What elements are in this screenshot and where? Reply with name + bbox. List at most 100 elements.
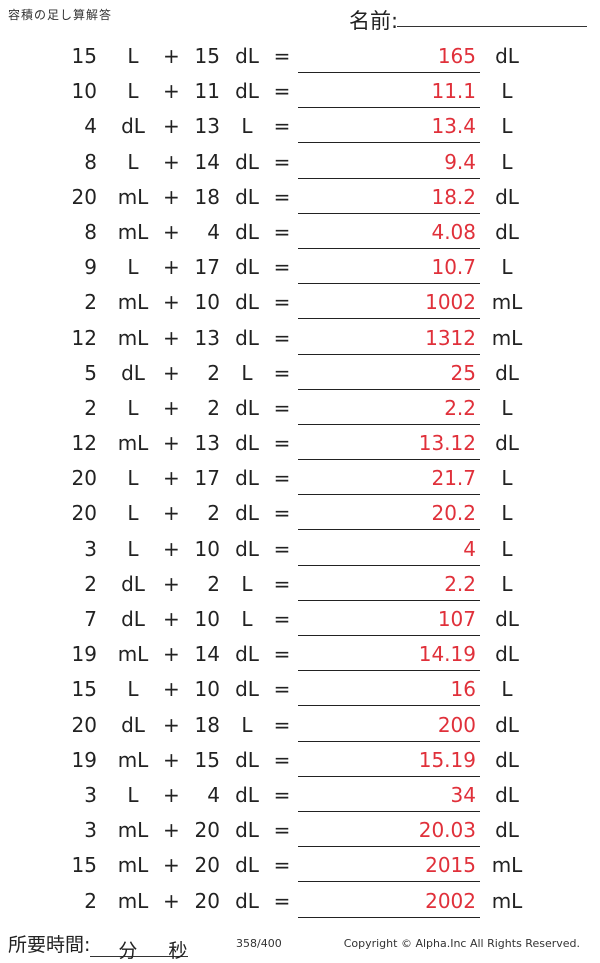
answer-line[interactable] xyxy=(298,881,480,883)
first-number: 19 xyxy=(71,747,97,772)
problem-row: 3 mL +20 dL = 20.03 dL xyxy=(0,814,600,849)
problem-row: 19 mL +15 dL = 15.19 dL xyxy=(0,744,600,779)
answer-line[interactable] xyxy=(298,212,480,214)
answer-line[interactable] xyxy=(298,810,480,812)
answer-unit: mL xyxy=(491,325,523,350)
second-unit: dL xyxy=(235,888,259,913)
answer-unit: dL xyxy=(495,431,519,456)
answer-unit: L xyxy=(501,466,513,491)
problem-row: 20 dL +18 L = 200 dL xyxy=(0,709,600,744)
answer-value: 2.2 xyxy=(444,395,476,420)
answer-unit: mL xyxy=(491,853,523,878)
answer-unit: dL xyxy=(495,818,519,843)
first-number: 19 xyxy=(71,642,97,667)
second-unit: dL xyxy=(235,536,259,561)
plus-sign: + xyxy=(163,255,180,280)
answer-line[interactable] xyxy=(298,353,480,355)
answer-line[interactable] xyxy=(298,318,480,320)
problem-row: 12 mL +13 dL = 13.12 dL xyxy=(0,427,600,462)
first-unit: L xyxy=(127,536,139,561)
second-number: 11 xyxy=(194,79,220,104)
second-unit: L xyxy=(241,571,253,596)
first-unit: mL xyxy=(117,853,149,878)
answer-line[interactable] xyxy=(298,564,480,566)
plus-sign: + xyxy=(163,501,180,526)
second-number: 20 xyxy=(194,888,220,913)
answer-line[interactable] xyxy=(298,494,480,496)
equals-sign: = xyxy=(273,290,291,315)
answer-unit: L xyxy=(501,501,513,526)
answer-line[interactable] xyxy=(298,107,480,109)
second-unit: dL xyxy=(235,501,259,526)
equals-sign: = xyxy=(273,44,291,68)
answer-unit: dL xyxy=(495,44,519,68)
problem-row: 2 mL +20 dL = 2002 mL xyxy=(0,885,600,920)
second-number: 2 xyxy=(207,501,220,526)
answer-value: 4.08 xyxy=(431,219,476,244)
plus-sign: + xyxy=(163,677,180,702)
answer-value: 165 xyxy=(437,44,476,68)
second-unit: dL xyxy=(235,466,259,491)
answer-line[interactable] xyxy=(298,388,480,390)
equals-sign: = xyxy=(273,325,291,350)
answer-unit: L xyxy=(501,536,513,561)
equals-sign: = xyxy=(273,677,291,702)
plus-sign: + xyxy=(163,888,180,913)
second-unit: dL xyxy=(235,782,259,807)
answer-line[interactable] xyxy=(298,705,480,707)
equals-sign: = xyxy=(273,536,291,561)
answer-line[interactable] xyxy=(298,142,480,144)
minutes-label: 分 xyxy=(118,940,138,962)
second-number: 10 xyxy=(194,607,220,631)
answer-line[interactable] xyxy=(298,916,480,918)
plus-sign: + xyxy=(163,607,180,631)
plus-sign: + xyxy=(163,747,180,772)
problem-row: 10 L +11 dL = 11.1 L xyxy=(0,75,600,110)
problem-row: 7 dL +10 L = 107 dL xyxy=(0,603,600,638)
answer-line[interactable] xyxy=(298,635,480,636)
second-number: 17 xyxy=(194,255,220,280)
answer-line[interactable] xyxy=(298,72,480,73)
name-label: 名前: xyxy=(349,9,399,33)
name-field-line[interactable] xyxy=(397,26,587,27)
equals-sign: = xyxy=(273,431,291,456)
answer-value: 13.4 xyxy=(431,114,476,139)
answer-line[interactable] xyxy=(298,846,480,848)
second-unit: dL xyxy=(235,79,259,104)
answer-line[interactable] xyxy=(298,177,480,179)
equals-sign: = xyxy=(273,360,291,385)
time-field[interactable]: 分秒 xyxy=(90,936,189,962)
plus-sign: + xyxy=(163,44,180,68)
second-number: 15 xyxy=(194,44,220,68)
plus-sign: + xyxy=(163,712,180,737)
problem-row: 12 mL +13 dL = 1312 mL xyxy=(0,322,600,357)
first-number: 4 xyxy=(84,114,97,139)
first-unit: dL xyxy=(121,712,145,737)
answer-line[interactable] xyxy=(298,529,480,531)
equals-sign: = xyxy=(273,712,291,737)
answer-line[interactable] xyxy=(298,599,480,601)
answer-unit: dL xyxy=(495,219,519,244)
answer-line[interactable] xyxy=(298,283,480,285)
answer-line[interactable] xyxy=(298,423,480,425)
first-unit: L xyxy=(127,782,139,807)
first-unit: mL xyxy=(117,642,149,667)
first-unit: dL xyxy=(121,360,145,385)
second-number: 18 xyxy=(194,184,220,209)
answer-line[interactable] xyxy=(298,775,480,777)
answer-value: 25 xyxy=(450,360,476,385)
problem-row: 2 dL +2 L = 2.2 L xyxy=(0,568,600,603)
equals-sign: = xyxy=(273,607,291,631)
answer-line[interactable] xyxy=(298,459,480,461)
plus-sign: + xyxy=(163,360,180,385)
second-number: 4 xyxy=(207,219,220,244)
answer-unit: dL xyxy=(495,712,519,737)
copyright-notice: Copyright © Alpha.Inc All Rights Reserve… xyxy=(343,937,580,950)
worksheet-title: 容積の足し算解答 xyxy=(8,8,113,22)
equals-sign: = xyxy=(273,853,291,878)
answer-line[interactable] xyxy=(298,740,480,742)
first-unit: L xyxy=(127,395,139,420)
answer-line[interactable] xyxy=(298,670,480,672)
answer-line[interactable] xyxy=(298,247,480,249)
answer-unit: dL xyxy=(495,360,519,385)
